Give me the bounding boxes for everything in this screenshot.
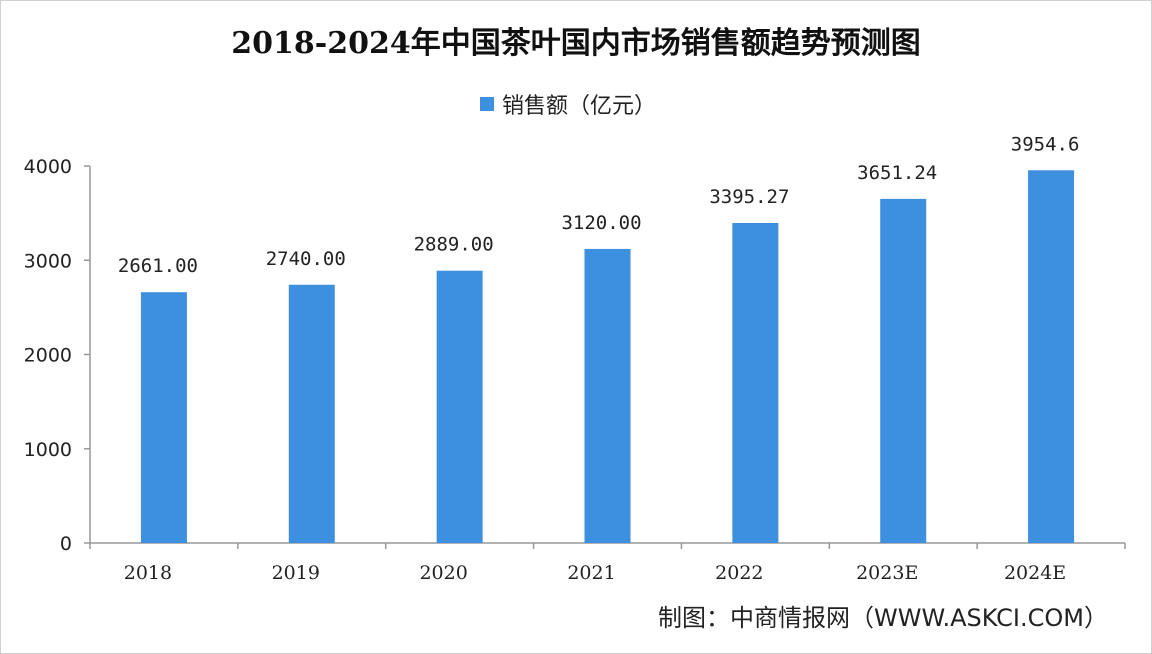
y-tick-label: 3000 [24, 250, 72, 272]
data-label: 3651.24 [857, 162, 937, 184]
data-label: 3395.27 [709, 186, 789, 208]
bar [140, 292, 187, 543]
data-label: 3120.00 [561, 212, 641, 234]
x-category-label: 2021 [567, 562, 615, 584]
y-tick-label: 2000 [24, 345, 72, 367]
y-tick-label: 4000 [24, 156, 72, 178]
y-tick-label: 1000 [24, 439, 72, 461]
x-category-label: 2019 [272, 562, 320, 584]
bar [436, 270, 483, 543]
bar [584, 248, 631, 543]
data-label: 2661.00 [118, 255, 198, 277]
legend: 销售额（亿元） [480, 90, 657, 119]
data-label: 2889.00 [414, 234, 494, 256]
x-category-label: 2018 [124, 562, 172, 584]
legend-label: 销售额（亿元） [502, 94, 657, 119]
legend-swatch [480, 97, 494, 111]
x-category-label: 2023E [856, 562, 918, 584]
bar [732, 222, 779, 544]
x-category-label: 2020 [419, 562, 467, 584]
x-category-label: 2022 [715, 562, 763, 584]
y-tick-label: 0 [60, 533, 72, 555]
bar [288, 284, 335, 543]
chart-title: 2018-2024年中国茶叶国内市场销售额趋势预测图 [231, 26, 921, 61]
source-credit: 制图：中商情报网（WWW.ASKCI.COM） [658, 604, 1108, 632]
bar [1028, 170, 1075, 544]
data-label: 3954.6 [1011, 133, 1080, 155]
data-label: 2740.00 [266, 248, 346, 270]
x-category-label: 2024E [1004, 562, 1066, 584]
bar [880, 198, 927, 543]
